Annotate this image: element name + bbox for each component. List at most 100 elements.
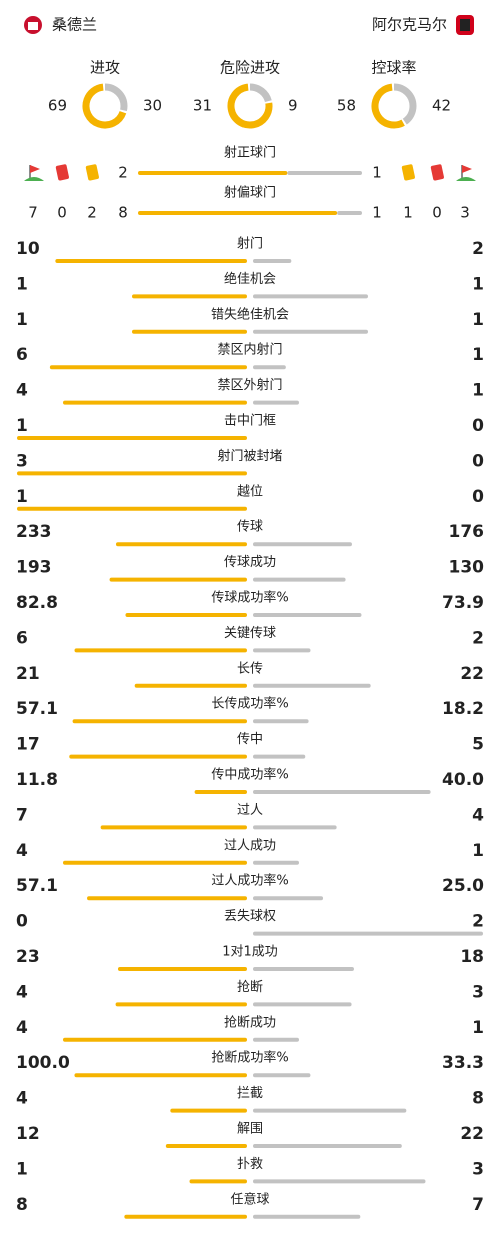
stat-away-bar bbox=[253, 365, 286, 370]
stat-away-bar bbox=[253, 790, 431, 794]
stat-home-bar bbox=[165, 1144, 247, 1148]
stat-label: 抢断成功率% bbox=[211, 1050, 288, 1066]
stat-away-value: 22 bbox=[460, 1124, 484, 1144]
stat-label: 丢失球权 bbox=[224, 908, 276, 924]
stat-away-bar bbox=[253, 683, 371, 688]
stat-away-bar bbox=[253, 294, 368, 299]
stat-label: 过人 bbox=[237, 803, 263, 818]
stat-away-bar bbox=[253, 329, 368, 334]
stat-label: 长传成功率% bbox=[211, 696, 288, 712]
stat-label: 禁区内射门 bbox=[217, 342, 282, 358]
stat-home-value: 4 bbox=[16, 381, 28, 401]
stat-home-value: 233 bbox=[16, 522, 52, 542]
stat-label: 过人成功率% bbox=[211, 873, 288, 889]
stat-home-bar bbox=[17, 506, 247, 511]
stat-away-bar bbox=[253, 719, 309, 724]
stat-away-bar bbox=[253, 1144, 402, 1148]
stat-home-bar bbox=[124, 1214, 247, 1219]
stat-home-bar bbox=[189, 1179, 247, 1184]
stat-away-value: 18 bbox=[460, 947, 484, 967]
stat-away-value: 1 bbox=[472, 1018, 484, 1038]
stat-home-value: 4 bbox=[16, 982, 28, 1002]
stat-away-value: 22 bbox=[460, 664, 484, 684]
stat-away-value: 176 bbox=[449, 522, 485, 542]
ring-home-arc bbox=[371, 83, 417, 129]
stat-away-bar bbox=[253, 1179, 426, 1184]
stat-home-bar bbox=[72, 719, 247, 724]
stat-away-bar bbox=[253, 967, 354, 971]
away-red-count: 0 bbox=[432, 204, 442, 222]
stat-label: 传中成功率% bbox=[211, 767, 288, 783]
stat-label: 拦截 bbox=[237, 1086, 263, 1101]
stat-away-value: 0 bbox=[472, 487, 484, 507]
stat-label: 错失绝佳机会 bbox=[211, 306, 289, 322]
ring-away-arc bbox=[371, 83, 417, 129]
stat-away-value: 0 bbox=[472, 451, 484, 471]
stat-home-value: 1 bbox=[16, 487, 28, 507]
stat-home-bar bbox=[87, 896, 248, 901]
stat-away-bar bbox=[253, 613, 362, 617]
stat-home-value: 12 bbox=[16, 1124, 40, 1144]
stat-home-value: 4 bbox=[16, 1018, 28, 1038]
stat-away-value: 5 bbox=[472, 735, 484, 755]
stat-home-value: 0 bbox=[16, 912, 28, 932]
stat-away-value: 3 bbox=[472, 982, 484, 1002]
shot-away-value: 1 bbox=[372, 164, 382, 182]
stat-home-value: 1 bbox=[16, 416, 28, 436]
stat-home-value: 57.1 bbox=[16, 876, 58, 896]
stat-home-value: 100.0 bbox=[16, 1053, 70, 1073]
stat-home-value: 6 bbox=[16, 345, 28, 365]
stat-home-value: 7 bbox=[16, 805, 28, 825]
stat-label: 禁区外射门 bbox=[217, 377, 282, 393]
stat-home-value: 4 bbox=[16, 841, 28, 861]
stat-away-bar bbox=[253, 542, 352, 547]
away-corners-count: 3 bbox=[460, 204, 470, 222]
stat-label: 抢断成功 bbox=[224, 1014, 276, 1030]
ring-away-value: 30 bbox=[143, 97, 162, 115]
stat-home-bar bbox=[134, 683, 247, 688]
stat-away-bar bbox=[253, 577, 346, 582]
stat-away-value: 25.0 bbox=[442, 876, 484, 896]
yellow-card-icon bbox=[85, 164, 99, 181]
home-yellow-count: 2 bbox=[87, 204, 97, 222]
stat-home-bar bbox=[115, 542, 247, 547]
stat-home-bar bbox=[194, 790, 247, 794]
stat-label: 扑救 bbox=[237, 1156, 263, 1172]
stat-home-bar bbox=[74, 648, 247, 653]
stat-label: 传球成功率% bbox=[211, 590, 288, 606]
stat-away-value: 130 bbox=[449, 558, 485, 578]
stat-home-bar bbox=[109, 577, 247, 582]
stat-label: 越位 bbox=[237, 484, 263, 499]
stat-away-bar bbox=[253, 1108, 407, 1113]
stat-home-bar bbox=[117, 967, 247, 971]
stat-home-bar bbox=[49, 365, 247, 370]
stat-home-value: 11.8 bbox=[16, 770, 58, 790]
stat-home-bar bbox=[100, 825, 248, 830]
stat-home-value: 6 bbox=[16, 628, 28, 648]
stat-home-value: 1 bbox=[16, 274, 28, 294]
stat-home-value: 1 bbox=[16, 310, 28, 330]
stat-home-value: 21 bbox=[16, 664, 40, 684]
ring-home-value: 69 bbox=[48, 97, 67, 115]
stat-away-bar bbox=[253, 1002, 352, 1007]
stat-label: 绝佳机会 bbox=[224, 271, 276, 287]
ring-home-arc bbox=[227, 83, 273, 129]
stat-home-bar bbox=[63, 1037, 247, 1042]
stat-away-value: 73.9 bbox=[442, 593, 484, 613]
shot-home-value: 2 bbox=[118, 164, 128, 182]
shot-home-value: 8 bbox=[118, 204, 128, 222]
ring-home-arc bbox=[82, 83, 128, 129]
stat-away-value: 4 bbox=[472, 805, 484, 825]
stat-away-value: 18.2 bbox=[442, 699, 484, 719]
shot-away-bar bbox=[287, 171, 362, 175]
stat-home-bar bbox=[74, 1073, 247, 1078]
stat-label: 任意球 bbox=[230, 1191, 269, 1207]
stat-away-bar bbox=[253, 1073, 311, 1078]
stat-label: 1对1成功 bbox=[222, 945, 278, 960]
stat-home-value: 1 bbox=[16, 1159, 28, 1179]
stat-away-value: 1 bbox=[472, 274, 484, 294]
stat-home-bar bbox=[69, 754, 247, 759]
away-logo-detail bbox=[460, 19, 470, 31]
stat-home-value: 4 bbox=[16, 1089, 28, 1109]
